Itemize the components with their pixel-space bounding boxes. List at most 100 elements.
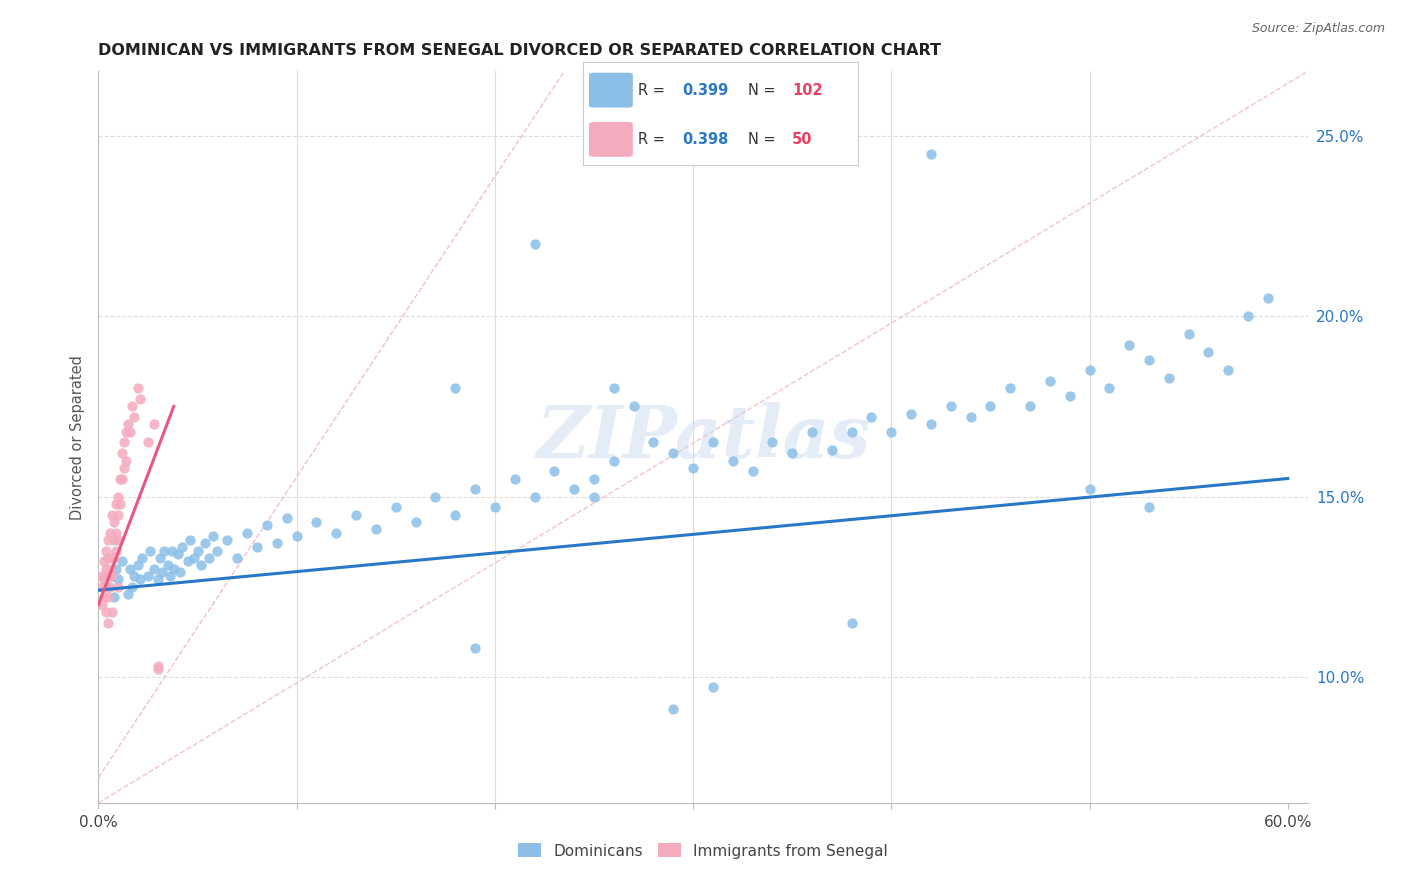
Point <box>105 543 128 558</box>
Point <box>179 533 201 547</box>
Point <box>682 460 704 475</box>
Point <box>623 400 645 414</box>
Point <box>115 453 138 467</box>
Point <box>217 533 239 547</box>
Point <box>198 550 221 565</box>
Text: Source: ZipAtlas.com: Source: ZipAtlas.com <box>1251 22 1385 36</box>
Point <box>202 529 225 543</box>
Point <box>1237 310 1260 324</box>
Point <box>97 569 120 583</box>
Point <box>93 573 115 587</box>
Point <box>662 702 685 716</box>
Point <box>1059 389 1081 403</box>
Point <box>97 615 120 630</box>
Point <box>246 540 269 554</box>
Point <box>146 663 169 677</box>
Point <box>110 497 132 511</box>
Point <box>136 569 159 583</box>
Point <box>97 580 120 594</box>
Text: ZIPatlas: ZIPatlas <box>536 401 870 473</box>
Point <box>523 490 546 504</box>
Point <box>91 569 114 583</box>
Point <box>1177 327 1199 342</box>
Point <box>93 554 115 568</box>
Legend: Dominicans, Immigrants from Senegal: Dominicans, Immigrants from Senegal <box>512 838 894 864</box>
Point <box>425 490 447 504</box>
Point <box>702 681 724 695</box>
Point <box>1198 345 1220 359</box>
Y-axis label: Divorced or Separated: Divorced or Separated <box>70 355 86 519</box>
Point <box>96 605 118 619</box>
Point <box>741 464 763 478</box>
Text: 0.398: 0.398 <box>682 132 728 147</box>
Point <box>111 471 134 485</box>
Point <box>122 569 145 583</box>
Text: R =: R = <box>638 132 669 147</box>
Point <box>643 435 665 450</box>
Point <box>523 237 546 252</box>
Point <box>96 543 118 558</box>
Point <box>153 543 176 558</box>
Point <box>464 640 486 655</box>
Point <box>110 471 132 485</box>
Point <box>121 580 143 594</box>
FancyBboxPatch shape <box>589 122 633 157</box>
Point <box>107 533 129 547</box>
Point <box>97 591 120 605</box>
Point <box>159 569 181 583</box>
Point <box>105 497 128 511</box>
Point <box>194 536 217 550</box>
Point <box>121 400 143 414</box>
Point <box>176 554 198 568</box>
Point <box>344 508 367 522</box>
Point <box>111 554 134 568</box>
Point <box>1137 500 1160 515</box>
Point <box>1137 352 1160 367</box>
Point <box>503 471 526 485</box>
Point <box>103 550 125 565</box>
Point <box>444 381 467 395</box>
Point <box>91 598 114 612</box>
Point <box>1078 363 1101 377</box>
Point <box>183 550 205 565</box>
Point <box>146 573 169 587</box>
Point <box>96 561 118 575</box>
Point <box>127 558 149 572</box>
Text: R =: R = <box>638 83 669 97</box>
Point <box>939 400 962 414</box>
Point <box>105 525 128 540</box>
Point <box>276 511 298 525</box>
Point <box>841 425 863 439</box>
Point <box>821 442 844 457</box>
Point <box>96 580 118 594</box>
Point <box>105 561 128 575</box>
Point <box>98 561 121 575</box>
Point <box>107 573 129 587</box>
Point <box>1218 363 1240 377</box>
Point <box>285 529 308 543</box>
Point <box>115 425 138 439</box>
Point <box>364 522 387 536</box>
Point <box>131 550 153 565</box>
FancyBboxPatch shape <box>589 73 633 108</box>
Point <box>761 435 783 450</box>
Point <box>101 508 124 522</box>
Point <box>98 580 121 594</box>
Point <box>543 464 565 478</box>
Point <box>101 569 124 583</box>
Point <box>150 565 173 579</box>
Point <box>1157 370 1180 384</box>
Point <box>112 435 135 450</box>
Point <box>603 453 626 467</box>
Point <box>186 543 208 558</box>
Point <box>122 410 145 425</box>
Point <box>325 525 347 540</box>
Point <box>979 400 1001 414</box>
Point <box>107 580 129 594</box>
Point <box>149 550 172 565</box>
Point <box>920 147 942 161</box>
Point <box>98 525 121 540</box>
Point <box>860 410 883 425</box>
Point <box>190 558 212 572</box>
Text: 102: 102 <box>792 83 823 97</box>
